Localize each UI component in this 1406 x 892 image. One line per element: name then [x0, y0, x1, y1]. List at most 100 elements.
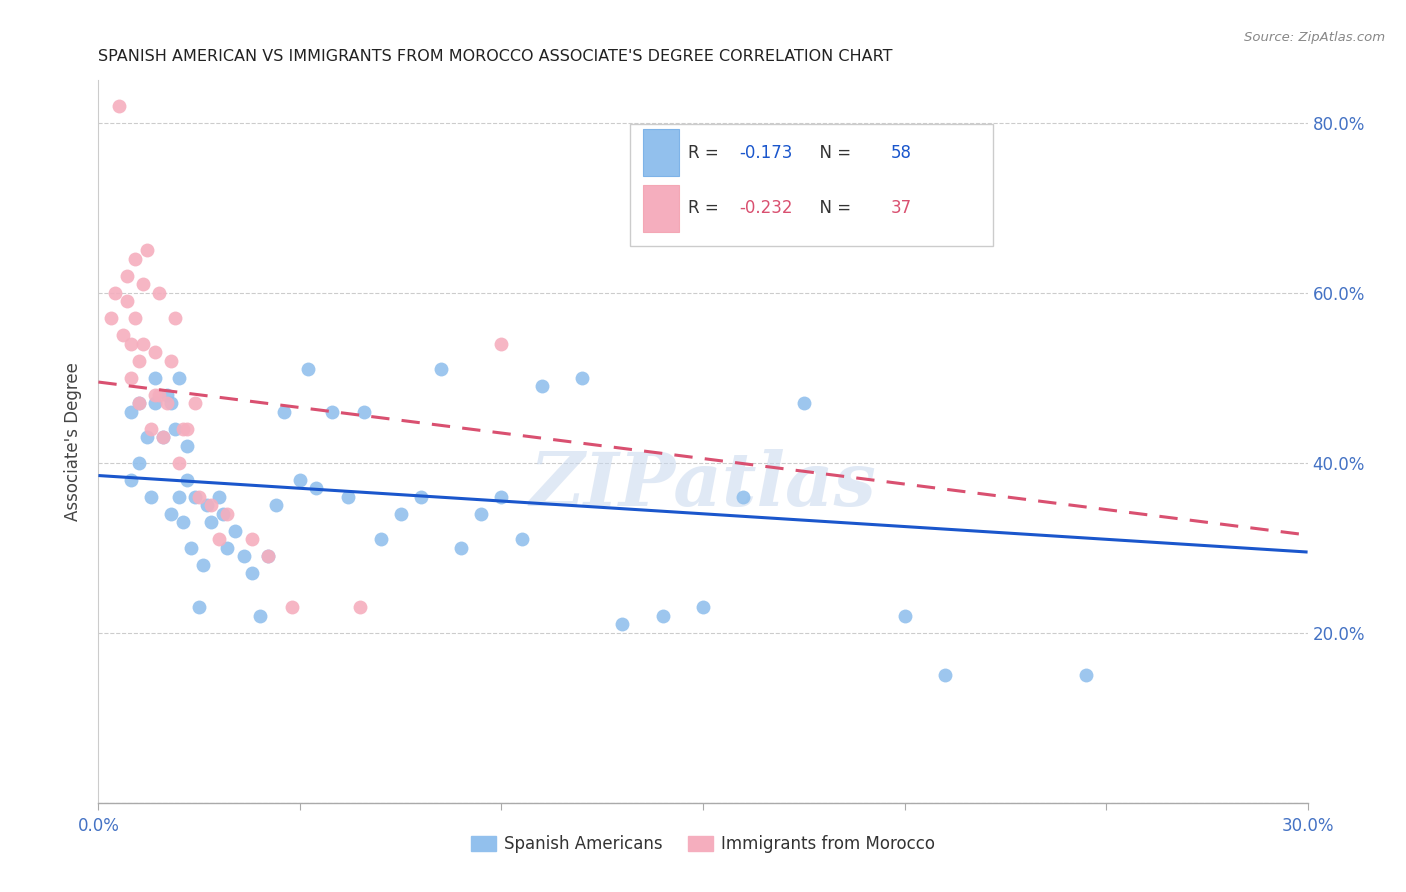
Point	[139, 490, 162, 504]
Point	[115, 268, 138, 283]
Bar	[643, 185, 679, 232]
Point	[232, 549, 254, 564]
Point	[934, 668, 956, 682]
Text: -0.173: -0.173	[740, 144, 793, 162]
Point	[692, 600, 714, 615]
Point	[128, 396, 150, 410]
Text: N =: N =	[810, 199, 856, 218]
Point	[217, 507, 239, 521]
Point	[143, 396, 166, 410]
Point	[120, 336, 142, 351]
Point	[370, 533, 392, 547]
Point	[651, 608, 673, 623]
Point	[143, 371, 166, 385]
FancyBboxPatch shape	[630, 124, 993, 246]
Point	[135, 430, 157, 444]
Point	[188, 600, 211, 615]
Point	[184, 490, 207, 504]
Point	[124, 311, 146, 326]
Point	[115, 294, 138, 309]
Point	[132, 336, 155, 351]
Point	[200, 516, 222, 530]
Point	[195, 498, 218, 512]
Point	[120, 405, 142, 419]
Point	[208, 490, 231, 504]
Point	[281, 600, 304, 615]
Point	[176, 439, 198, 453]
Point	[256, 549, 278, 564]
Point	[249, 608, 271, 623]
Point	[208, 533, 231, 547]
Text: SPANISH AMERICAN VS IMMIGRANTS FROM MOROCCO ASSOCIATE'S DEGREE CORRELATION CHART: SPANISH AMERICAN VS IMMIGRANTS FROM MORO…	[98, 49, 893, 64]
Point	[297, 362, 319, 376]
Point	[273, 405, 295, 419]
Point	[450, 541, 472, 555]
Point	[264, 498, 287, 512]
Point	[172, 422, 194, 436]
Point	[337, 490, 360, 504]
Point	[409, 490, 432, 504]
Point	[217, 541, 239, 555]
Text: ZIPatlas: ZIPatlas	[530, 449, 876, 521]
Point	[107, 99, 129, 113]
Point	[430, 362, 453, 376]
Text: R =: R =	[689, 144, 724, 162]
Point	[510, 533, 533, 547]
Point	[176, 422, 198, 436]
Text: Source: ZipAtlas.com: Source: ZipAtlas.com	[1244, 31, 1385, 45]
Point	[156, 388, 179, 402]
Point	[200, 498, 222, 512]
Point	[180, 541, 202, 555]
Point	[193, 558, 215, 572]
Point	[389, 507, 412, 521]
Point	[128, 456, 150, 470]
Point	[224, 524, 246, 538]
Point	[120, 473, 142, 487]
Point	[256, 549, 278, 564]
Point	[349, 600, 371, 615]
Point	[135, 244, 157, 258]
Point	[100, 311, 122, 326]
Point	[160, 507, 183, 521]
Point	[167, 490, 190, 504]
Point	[152, 430, 174, 444]
Text: R =: R =	[689, 199, 724, 218]
Text: 37: 37	[890, 199, 911, 218]
Point	[733, 490, 755, 504]
Text: -0.232: -0.232	[740, 199, 793, 218]
Point	[305, 481, 328, 495]
Point	[139, 422, 162, 436]
Text: N =: N =	[810, 144, 856, 162]
Point	[172, 516, 194, 530]
Point	[152, 430, 174, 444]
Legend: Spanish Americans, Immigrants from Morocco: Spanish Americans, Immigrants from Moroc…	[464, 828, 942, 860]
Point	[163, 422, 186, 436]
Point	[128, 353, 150, 368]
Point	[120, 371, 142, 385]
Point	[128, 396, 150, 410]
Point	[491, 336, 513, 351]
Point	[143, 345, 166, 359]
Point	[111, 328, 134, 343]
Point	[124, 252, 146, 266]
Y-axis label: Associate's Degree: Associate's Degree	[65, 362, 83, 521]
Point	[160, 353, 183, 368]
Point	[148, 388, 170, 402]
Point	[491, 490, 513, 504]
Point	[148, 285, 170, 300]
Text: 58: 58	[890, 144, 911, 162]
Point	[103, 285, 125, 300]
Point	[167, 456, 190, 470]
Point	[160, 396, 183, 410]
Point	[793, 396, 815, 410]
Point	[163, 311, 186, 326]
Bar	[643, 129, 679, 177]
Point	[188, 490, 211, 504]
Point	[288, 473, 311, 487]
Point	[132, 277, 155, 292]
Point	[156, 396, 179, 410]
Point	[571, 371, 593, 385]
Point	[470, 507, 492, 521]
Point	[143, 388, 166, 402]
Point	[240, 533, 263, 547]
